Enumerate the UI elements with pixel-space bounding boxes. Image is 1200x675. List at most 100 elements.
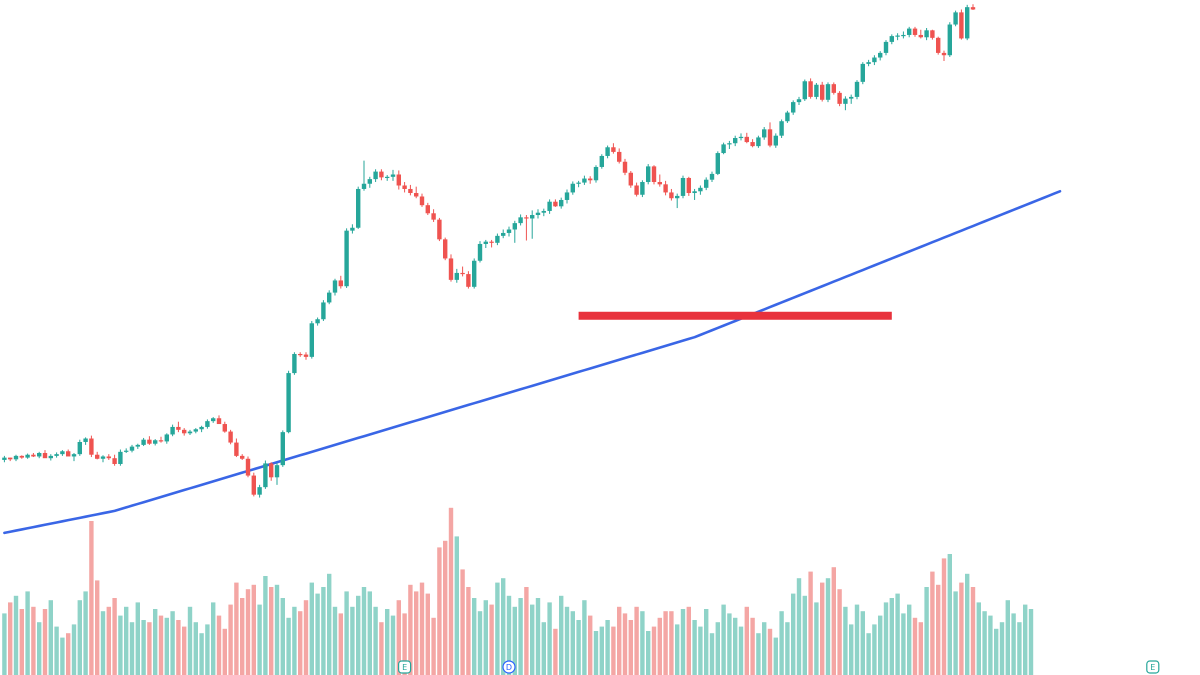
candle-body <box>524 217 529 219</box>
candle <box>530 210 535 239</box>
candle <box>959 9 964 40</box>
volume-bar <box>907 604 912 675</box>
volume-bar <box>251 584 256 675</box>
candle <box>802 79 807 101</box>
candle <box>454 268 459 283</box>
volume-bar <box>385 609 390 675</box>
volume-bar <box>947 554 952 675</box>
candle <box>431 209 436 222</box>
candle <box>947 22 952 57</box>
marker-label: E <box>402 663 407 672</box>
candle <box>118 449 123 466</box>
volume-bar <box>263 576 268 675</box>
candle-body <box>576 182 581 184</box>
volume-bar <box>60 637 65 675</box>
candle <box>773 133 778 148</box>
candle-body <box>112 458 117 464</box>
candle-body <box>66 451 71 457</box>
volume-bar <box>228 604 233 675</box>
candle <box>280 430 285 467</box>
candle <box>437 217 442 242</box>
volume-bar <box>663 611 668 675</box>
volume-bar <box>286 617 291 675</box>
candle <box>373 169 378 183</box>
candle-body <box>767 129 773 146</box>
volume-bar <box>31 606 36 675</box>
candle-body <box>89 438 94 455</box>
candle <box>744 132 749 144</box>
candle-body <box>843 98 848 104</box>
volume-bar <box>390 615 396 675</box>
candle-body <box>512 223 517 230</box>
candle-body <box>663 184 668 193</box>
candle-body <box>657 182 662 185</box>
marker-label: D <box>506 663 512 672</box>
candle <box>419 193 425 207</box>
candle <box>628 171 633 188</box>
candle <box>135 443 140 449</box>
candle-body <box>309 323 314 357</box>
candle-body <box>802 81 807 100</box>
volume-bar <box>443 540 448 675</box>
candle-body <box>965 7 970 39</box>
candle <box>686 176 691 196</box>
candle <box>709 171 715 183</box>
candle <box>750 139 755 148</box>
candle-body <box>460 272 465 275</box>
candle-body <box>738 136 744 139</box>
candle-body <box>286 373 291 433</box>
volume-bar <box>849 624 854 675</box>
volume-bar <box>483 600 488 675</box>
candle <box>385 175 390 181</box>
volume-bar <box>970 587 976 675</box>
volume-bar <box>71 624 77 675</box>
candle <box>13 454 19 462</box>
candle-body <box>228 431 233 443</box>
candle <box>634 182 639 197</box>
volume-bar <box>240 598 245 675</box>
volume-bar <box>721 604 726 675</box>
candle-body <box>593 166 599 181</box>
volume-bar <box>269 587 274 675</box>
candle-body <box>675 195 680 199</box>
candle <box>779 119 784 139</box>
candle <box>19 455 24 459</box>
candle-body <box>541 210 546 213</box>
candle <box>448 254 454 282</box>
volume-bar <box>564 606 570 675</box>
volume-bar <box>83 591 88 675</box>
candle <box>599 154 604 169</box>
candle-body <box>54 454 59 456</box>
candle-body <box>321 302 326 320</box>
volume-bar <box>25 591 30 675</box>
volume-bar <box>135 602 140 675</box>
volume-bar <box>738 626 744 675</box>
candle-body <box>205 421 210 427</box>
candle <box>912 26 918 37</box>
candle-body <box>709 173 715 180</box>
candle <box>228 429 233 445</box>
candle <box>825 82 831 103</box>
candle <box>129 444 135 453</box>
candle <box>2 455 7 463</box>
candle <box>860 62 865 85</box>
volume-bar <box>501 578 506 675</box>
candle <box>872 55 877 66</box>
candle-body <box>646 166 651 183</box>
candle-body <box>866 62 871 64</box>
candle <box>286 370 291 434</box>
candle <box>298 352 303 357</box>
volume-bar <box>872 624 877 675</box>
volume-bar <box>756 633 761 675</box>
candle <box>251 472 256 497</box>
volume-bar <box>8 602 13 675</box>
candle <box>738 133 744 141</box>
volume-bar <box>570 611 575 675</box>
candle <box>269 462 274 481</box>
candle <box>918 29 923 39</box>
candle <box>512 220 517 243</box>
candle <box>564 189 570 204</box>
candle-body <box>356 188 361 228</box>
